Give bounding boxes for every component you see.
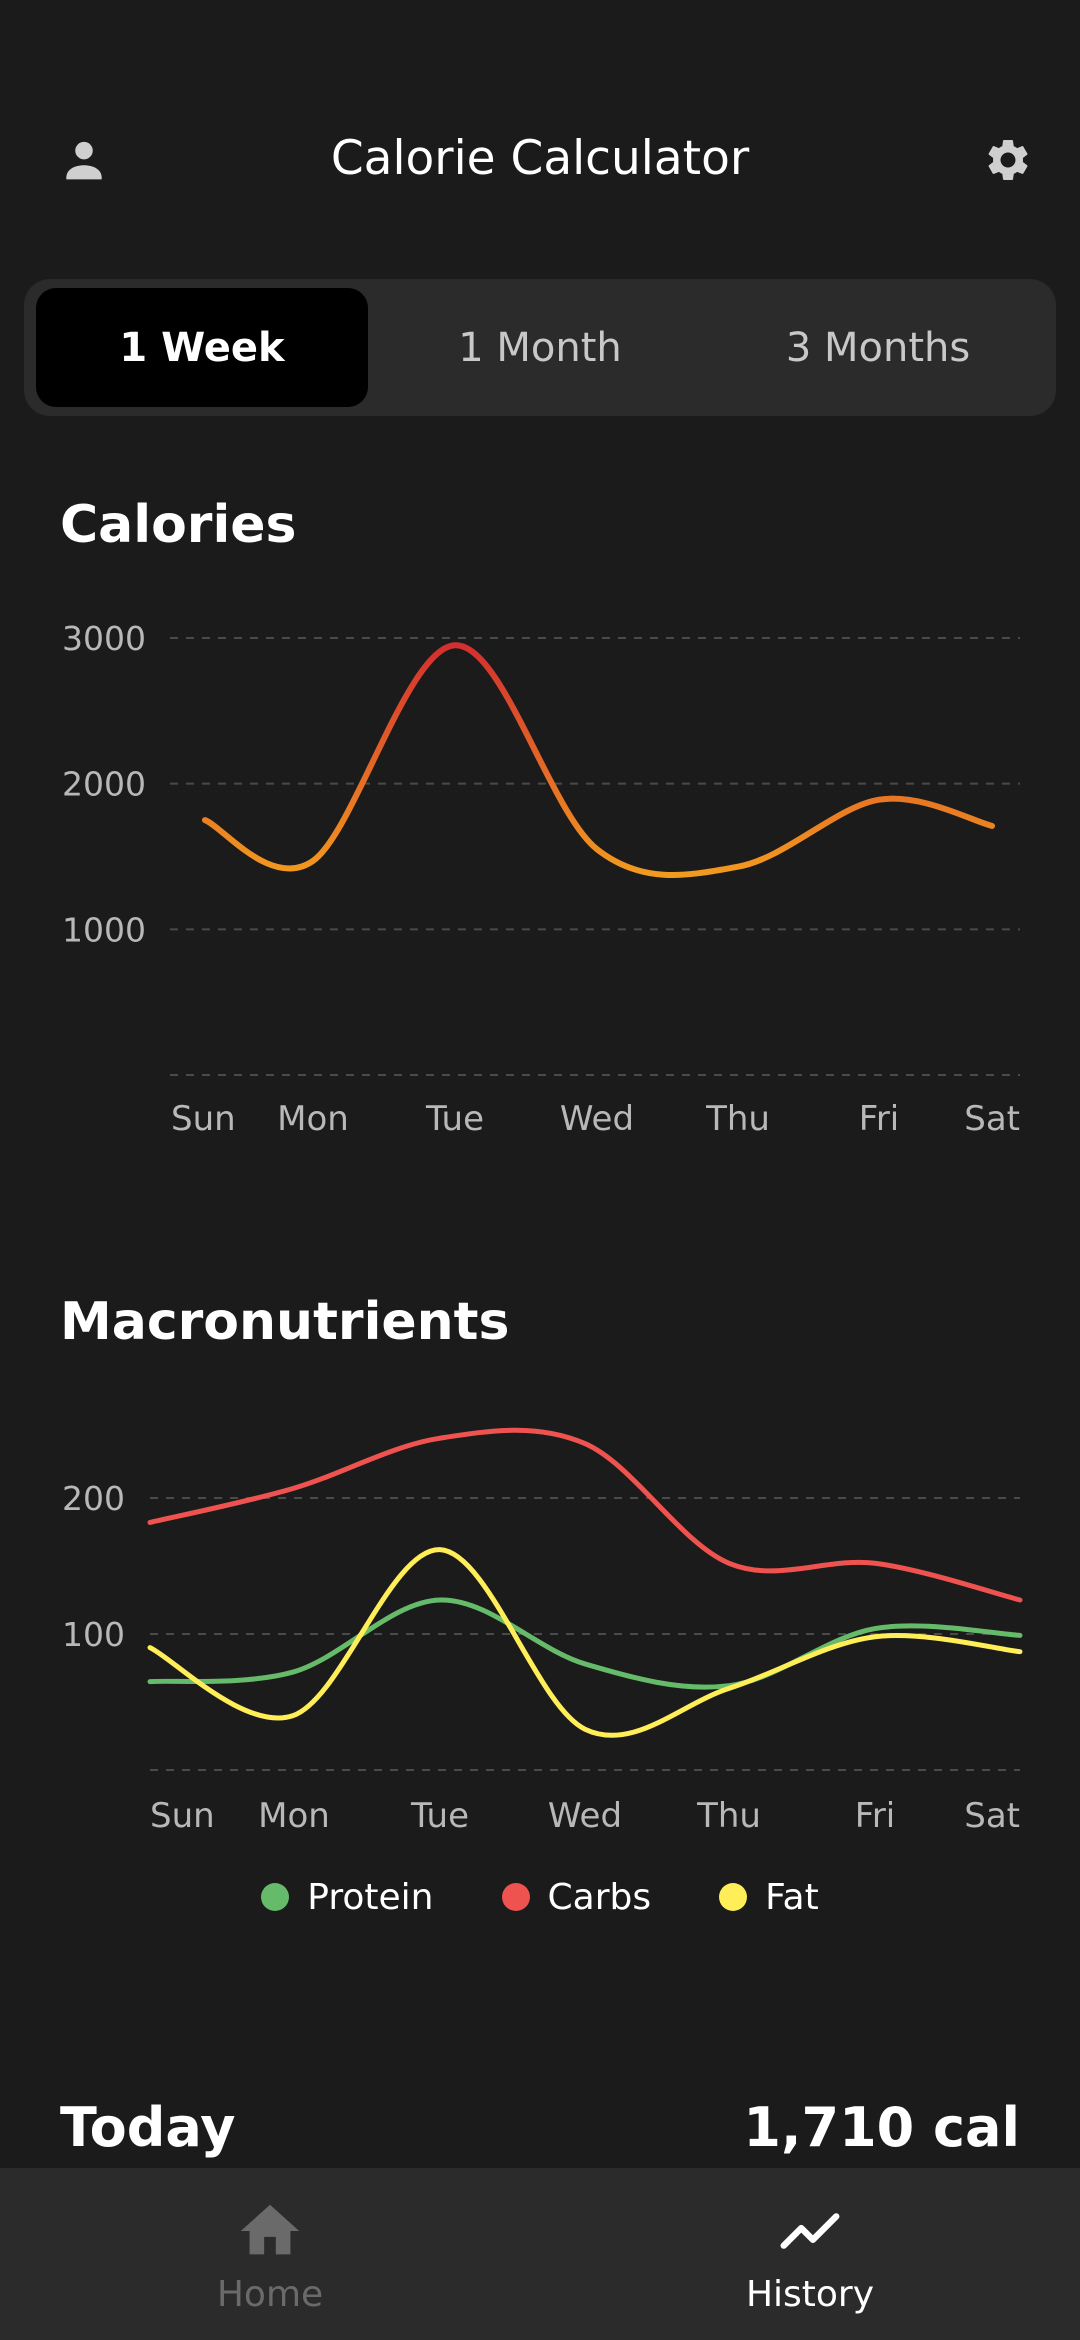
range-segmented-control: 1 Week 1 Month 3 Months (24, 279, 1056, 416)
x-tick-label: Fri (859, 1099, 900, 1139)
gear-icon[interactable] (983, 135, 1033, 185)
x-tick-label: Fri (855, 1796, 896, 1836)
legend-item-protein: Protein (261, 1876, 434, 1918)
home-icon (235, 2196, 305, 2266)
x-tick-label: Mon (258, 1796, 330, 1836)
today-summary: Today 1,710 cal (60, 2092, 1020, 2162)
x-tick-label: Sat (964, 1796, 1020, 1836)
y-tick-label: 2000 (62, 765, 146, 804)
app-header: Calorie Calculator (0, 105, 1080, 215)
x-tick-label: Tue (410, 1796, 469, 1836)
x-tick-label: Tue (425, 1099, 484, 1139)
y-tick-label: 3000 (62, 619, 146, 658)
legend-label: Carbs (547, 1876, 652, 1918)
protein-series-line (147, 1597, 1023, 1690)
x-tick-label: Sat (964, 1099, 1020, 1139)
nav-history-label: History (745, 2274, 875, 2315)
x-tick-label: Sun (150, 1796, 215, 1836)
person-icon[interactable] (59, 135, 109, 185)
nav-home-label: Home (216, 2274, 324, 2315)
x-tick-label: Sun (171, 1099, 236, 1139)
range-3-months-button[interactable]: 3 Months (785, 324, 971, 371)
macronutrients-line-chart: 200 100 Sun Mon Tue Wed Thu Fri Sat (62, 1427, 1023, 1836)
protein-color-dot (261, 1883, 290, 1911)
range-1-week-button[interactable]: 1 Week (36, 288, 368, 407)
legend-item-fat: Fat (719, 1877, 819, 1918)
x-tick-label: Wed (560, 1099, 634, 1139)
nav-history[interactable]: History (540, 2168, 1080, 2340)
y-tick-label: 200 (62, 1479, 125, 1518)
legend-label: Protein (307, 1876, 434, 1918)
today-calories-value: 1,710 cal (743, 2095, 1020, 2159)
fat-series-line (147, 1547, 1023, 1738)
x-tick-label: Thu (696, 1796, 761, 1836)
carbs-color-dot (501, 1883, 530, 1911)
page-title: Calorie Calculator (330, 131, 750, 186)
x-tick-label: Thu (705, 1099, 770, 1139)
calories-series-line (202, 642, 995, 878)
bottom-navigation: Home History (0, 2168, 1080, 2340)
trending-up-icon (775, 2196, 845, 2266)
range-1-month-button[interactable]: 1 Month (458, 324, 622, 371)
nav-home[interactable]: Home (0, 2168, 540, 2340)
carbs-series-line (147, 1427, 1023, 1603)
fat-color-dot (719, 1883, 748, 1911)
calories-section-title: Calories (60, 495, 297, 555)
legend-label: Fat (765, 1876, 819, 1918)
calories-line-chart: 3000 2000 1000 Sun Mon Tue Wed Thu Fri Sat (62, 619, 1020, 1139)
macronutrients-section-title: Macronutrients (60, 1292, 510, 1352)
x-tick-label: Mon (277, 1099, 349, 1139)
y-tick-label: 100 (62, 1615, 125, 1654)
x-tick-label: Wed (548, 1796, 622, 1836)
legend-item-carbs: Carbs (501, 1876, 652, 1918)
chart-legend: Protein Carbs Fat (0, 1872, 1080, 1922)
y-tick-label: 1000 (62, 910, 146, 949)
today-label: Today (60, 2095, 236, 2159)
